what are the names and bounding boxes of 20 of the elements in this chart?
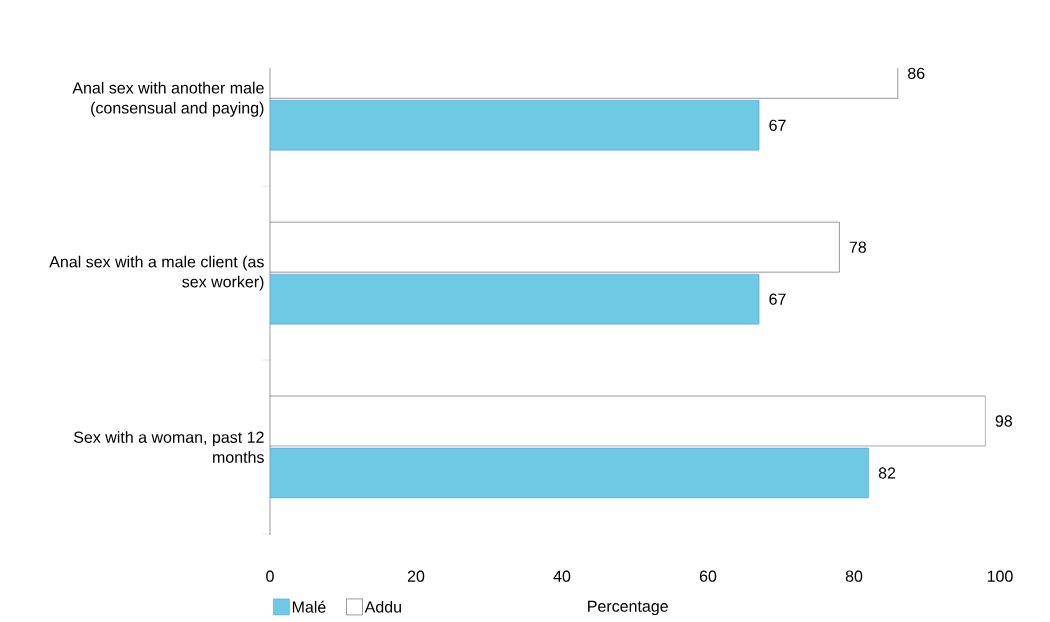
data-label: 86: [908, 67, 925, 79]
legend-label: Malé: [292, 600, 326, 613]
bar: [270, 273, 760, 325]
y-tick-label: Anal sex with another male (consensual and paying): [72, 81, 264, 117]
x-tick-label: 60: [699, 570, 717, 582]
data-label: 78: [849, 241, 867, 253]
x-tick-label: 40: [553, 570, 571, 582]
y-tick-label: Sex with a woman, past 12 months: [73, 431, 264, 463]
x-axis-title: Percentage: [588, 600, 668, 616]
data-label: 67: [769, 293, 786, 305]
data-label: 67: [769, 119, 786, 131]
data-label: 98: [995, 415, 1013, 427]
data-label: 82: [878, 467, 896, 479]
x-tick-label: 0: [266, 570, 274, 582]
x-tick-label: 20: [407, 570, 425, 582]
x-tick-label: 80: [845, 570, 863, 582]
y-tick-label: Anal sex with a male client (as sex worker): [49, 255, 264, 291]
legend-label: Addu: [364, 600, 401, 613]
x-tick-label: 100: [987, 570, 1013, 582]
bar: [270, 447, 869, 499]
